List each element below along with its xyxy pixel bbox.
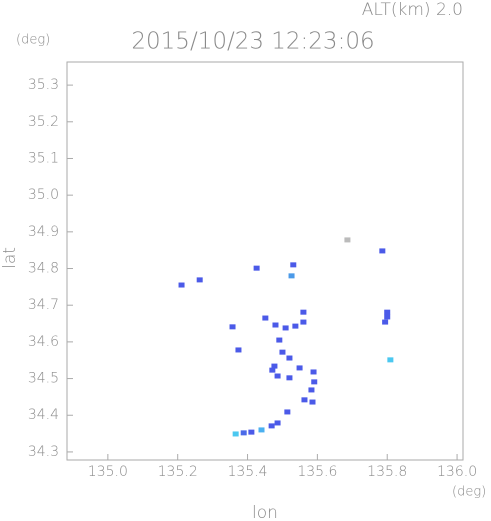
echo-point — [384, 314, 391, 320]
x-tick-label: 135.4 — [227, 464, 267, 480]
echo-point — [279, 349, 286, 355]
echo-point — [253, 265, 260, 271]
plot-frame — [66, 61, 464, 461]
x-tick-label: 135.2 — [158, 464, 198, 480]
x-tick-label: 136.0 — [437, 464, 477, 480]
echo-point — [282, 325, 289, 331]
echo-point — [301, 397, 308, 403]
y-tick-label: 35.0 — [28, 187, 59, 203]
y-axis-label: lat — [0, 247, 20, 269]
echo-point — [382, 319, 389, 325]
echo-point — [384, 309, 391, 315]
echo-point — [235, 347, 242, 353]
echo-point — [196, 277, 203, 283]
chart-title: 2015/10/23 12:23:06 — [131, 29, 374, 55]
echo-point — [178, 282, 185, 288]
echo-point — [387, 357, 394, 363]
echo-point — [276, 337, 283, 343]
echo-point — [268, 423, 275, 429]
subtitle: ALT(km) 2.0 — [362, 0, 463, 20]
y-tick-label: 34.4 — [28, 407, 59, 423]
echo-point — [292, 323, 299, 329]
echo-point — [232, 431, 239, 437]
echo-point — [271, 363, 278, 369]
echo-point — [300, 319, 307, 325]
echo-point — [274, 373, 281, 379]
x-tick-label: 135.6 — [297, 464, 337, 480]
echo-point — [262, 315, 269, 321]
y-tick-label: 34.5 — [28, 371, 59, 387]
y-tick-label: 35.2 — [28, 114, 59, 130]
y-tick-label: 34.9 — [28, 224, 59, 240]
y-tick-label: 34.7 — [28, 297, 59, 313]
echo-point — [300, 309, 307, 315]
x-tick-label: 135.0 — [88, 464, 128, 480]
echo-point — [309, 399, 316, 405]
echo-point — [344, 237, 351, 243]
echo-point — [284, 409, 291, 415]
echo-point — [258, 427, 265, 433]
echo-point — [290, 262, 297, 268]
y-tick-label: 34.3 — [28, 444, 59, 460]
echo-point — [296, 365, 303, 371]
echo-point — [308, 387, 315, 393]
echo-point — [286, 375, 293, 381]
y-tick-label: 35.3 — [28, 77, 59, 93]
echo-point — [240, 430, 247, 436]
x-tick-label: 135.8 — [367, 464, 407, 480]
echo-point — [288, 273, 295, 279]
y-tick-label: 34.8 — [28, 261, 59, 277]
echo-point — [379, 248, 386, 254]
x-unit: (deg) — [452, 485, 486, 500]
y-unit: (deg) — [16, 33, 50, 48]
echo-point — [229, 324, 236, 330]
echo-point — [311, 379, 318, 385]
y-tick-label: 34.6 — [28, 334, 59, 350]
echo-point — [269, 367, 276, 373]
echo-point — [272, 322, 279, 328]
echo-point — [248, 429, 255, 435]
echo-point — [274, 420, 281, 426]
y-tick-label: 35.1 — [28, 150, 59, 166]
echo-point — [310, 369, 317, 375]
x-axis-label: lon — [252, 503, 278, 521]
echo-point — [286, 355, 293, 361]
